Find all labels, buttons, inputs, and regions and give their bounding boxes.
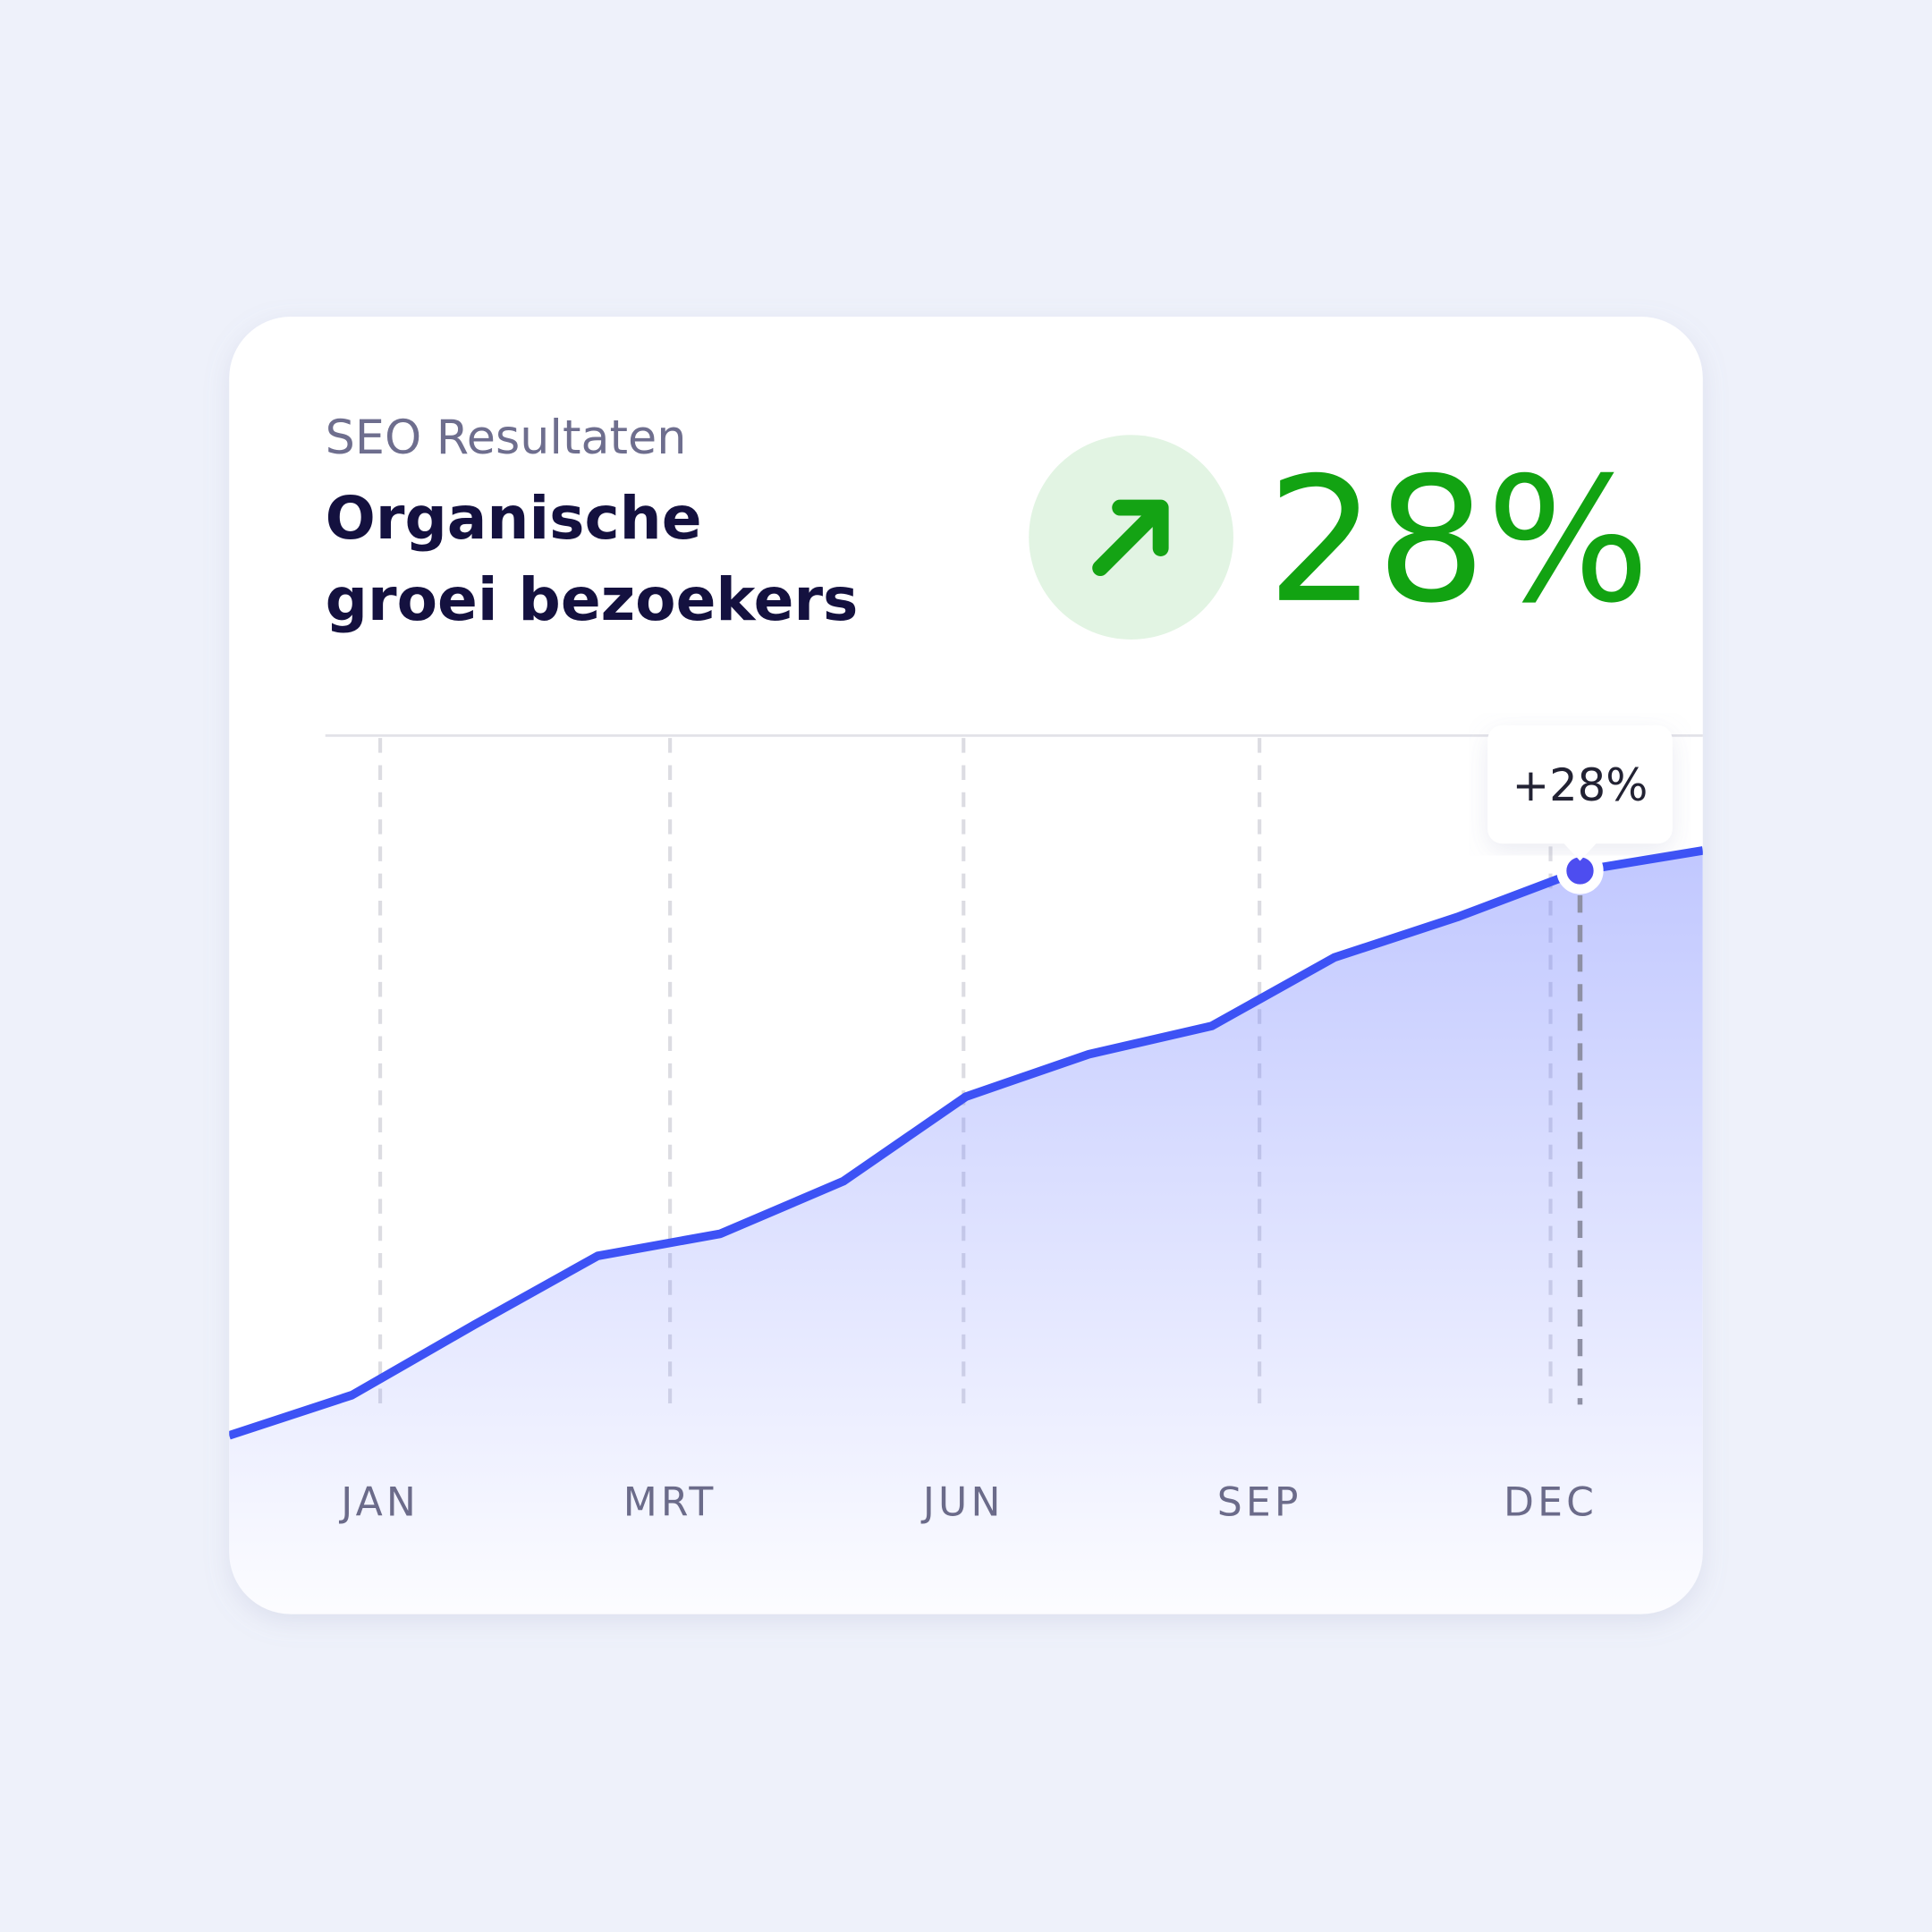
subtitle: SEO Resultaten bbox=[326, 411, 687, 465]
tooltip-pointer bbox=[1563, 842, 1597, 861]
x-tick-label: JUN bbox=[920, 1479, 1004, 1525]
title-line: groei bezoekers bbox=[326, 565, 859, 634]
x-tick-label: DEC bbox=[1504, 1479, 1597, 1525]
data-label: +28% bbox=[1513, 759, 1648, 811]
title-line: Organische bbox=[326, 484, 702, 553]
tooltip bbox=[1487, 724, 1673, 844]
plot bbox=[229, 738, 1703, 1614]
kpi-value: 28% bbox=[1267, 441, 1650, 641]
x-tick-label: JAN bbox=[338, 1479, 419, 1525]
up-arrow bbox=[1092, 499, 1169, 577]
x-tick-label: MRT bbox=[623, 1479, 717, 1525]
line bbox=[229, 846, 1703, 1440]
x-tick-label: SEP bbox=[1217, 1479, 1302, 1525]
area bbox=[229, 850, 1703, 1614]
